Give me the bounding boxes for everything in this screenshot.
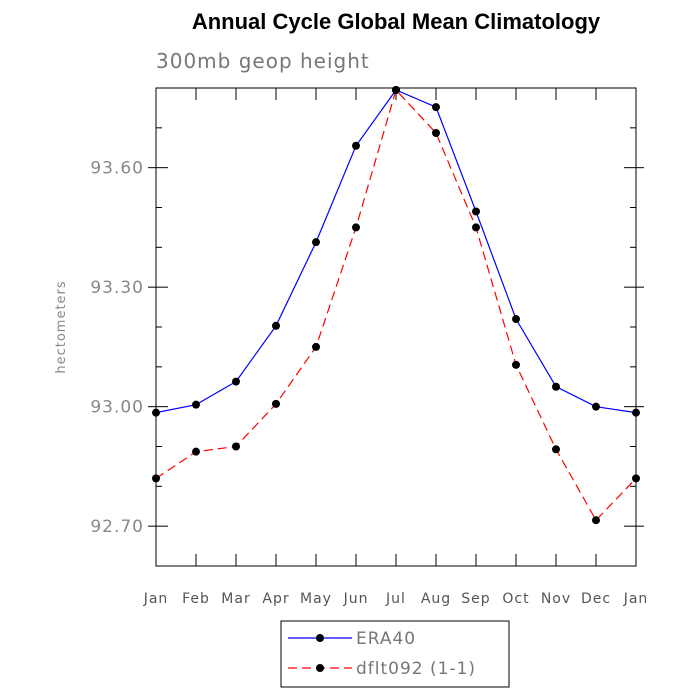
- series-point-1: [312, 342, 320, 351]
- series-line-1: [155, 88, 637, 522]
- legend-label: dflt092 (1-1): [356, 659, 476, 679]
- x-tick-label: Feb: [182, 591, 210, 607]
- x-tick-label: Dec: [581, 591, 611, 607]
- legend-box: [280, 620, 510, 688]
- series-point-1: [432, 129, 440, 138]
- y-tick-label: 93.00: [90, 398, 144, 418]
- series-layer: [152, 85, 640, 525]
- x-tick-label: Apr: [262, 591, 289, 607]
- series-point-0: [512, 315, 520, 324]
- series-point-0: [312, 238, 320, 247]
- y-tick-label: 92.70: [90, 517, 144, 537]
- legend-marker: [316, 664, 324, 672]
- series-point-0: [432, 103, 440, 112]
- y-axis-label: hectometers: [54, 280, 69, 373]
- series-point-1: [232, 442, 240, 451]
- x-axis: Jan Feb Mar Apr May Jun Jul Aug Sep Oct Nov Dec Jan: [143, 88, 649, 607]
- series-point-1: [152, 474, 160, 483]
- series-point-0: [552, 382, 560, 391]
- chart-title: Annual Cycle Global Mean Climatology: [192, 9, 601, 34]
- series-point-1: [392, 85, 400, 94]
- series-point-0: [592, 402, 600, 411]
- x-tick-label: Jun: [343, 591, 369, 607]
- x-tick-label: Sep: [461, 591, 490, 607]
- series-point-1: [552, 445, 560, 454]
- x-tick-label: Jan: [143, 591, 169, 607]
- legend-label: ERA40: [356, 629, 416, 649]
- series-point-1: [352, 223, 360, 232]
- series-point-0: [352, 141, 360, 150]
- legend-marker: [316, 634, 324, 642]
- series-point-1: [272, 399, 280, 408]
- series-point-1: [192, 447, 200, 456]
- x-tick-label: Mar: [221, 591, 250, 607]
- series-point-0: [272, 321, 280, 330]
- series-point-0: [472, 207, 480, 216]
- series-point-0: [232, 377, 240, 386]
- y-tick-label: 93.60: [90, 159, 144, 179]
- chart-subtitle: 300mb geop height: [156, 49, 370, 73]
- legend: ERA40 dflt092 (1-1): [280, 620, 510, 688]
- series-point-1: [592, 516, 600, 525]
- x-tick-label: Jul: [385, 591, 406, 607]
- plot-frame: [155, 87, 637, 567]
- series-point-0: [152, 408, 160, 417]
- series-point-0: [632, 408, 640, 417]
- x-tick-label: May: [300, 591, 332, 607]
- y-tick-label: 93.30: [90, 278, 144, 298]
- x-tick-label: Jan: [623, 591, 649, 607]
- x-tick-label: Oct: [502, 591, 529, 607]
- y-axis: 92.70 93.00 93.30 93.60: [90, 87, 644, 567]
- series-point-0: [192, 400, 200, 409]
- x-tick-label: Nov: [541, 591, 571, 607]
- series-point-1: [512, 360, 520, 369]
- x-tick-label: Aug: [421, 591, 451, 607]
- series-point-1: [632, 474, 640, 483]
- series-line-0: [155, 89, 637, 414]
- series-point-1: [472, 223, 480, 232]
